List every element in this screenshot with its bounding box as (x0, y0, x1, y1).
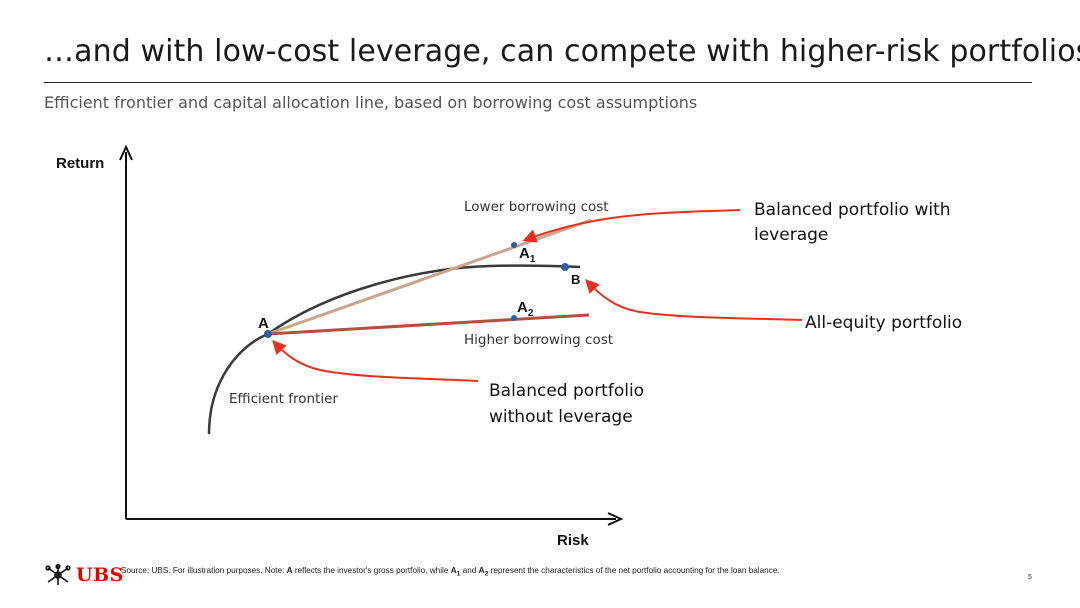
footnote-a1: A1 (450, 566, 461, 578)
footnote-a: A (286, 566, 293, 575)
slide-title: …and with low-cost leverage, can compete… (44, 34, 1080, 69)
ubs-logo-text: UBS (76, 564, 124, 586)
lower-borrowing-cost-label: Lower borrowing cost (464, 199, 609, 215)
callout-balanced-with-leverage-line2: leverage (754, 225, 828, 245)
higher-borrowing-cost-line (267, 313, 590, 336)
point-b-marker (561, 263, 569, 271)
higher-borrowing-cost-label: Higher borrowing cost (464, 332, 613, 348)
point-a2-marker (511, 315, 517, 321)
efficient-frontier-label: Efficient frontier (229, 391, 338, 407)
y-axis-arrowhead (119, 144, 133, 161)
point-a2-label: A2 (517, 299, 534, 319)
arrow-to-a1 (522, 209, 741, 243)
y-axis-label: Return (56, 155, 104, 172)
point-a1-letter: A (519, 245, 530, 262)
point-a-label: A (258, 315, 269, 332)
footnote-and: and (460, 566, 479, 575)
x-axis-arrowhead (607, 512, 624, 526)
point-a2-letter: A (517, 299, 528, 316)
page-number: 5 (1028, 574, 1032, 581)
source-footnote: Source: UBS. For illustration purposes. … (121, 566, 780, 578)
callout-all-equity: All-equity portfolio (805, 313, 962, 333)
callout-balanced-without-leverage-line2: without leverage (489, 407, 633, 427)
footnote-prefix: Source: UBS. For illustration purposes. … (121, 566, 287, 575)
callout-balanced-with-leverage: Balanced portfolio with leverage (754, 200, 956, 245)
keys-emblem-icon (45, 564, 71, 585)
callout-balanced-with-leverage-line1: Balanced portfolio with (754, 200, 951, 220)
point-a1-subscript: 1 (530, 254, 536, 265)
efficient-frontier-curve (207, 264, 581, 435)
callout-balanced-without-leverage: Balanced portfolio without leverage (489, 381, 649, 427)
point-b-label: B (571, 272, 580, 287)
arrow-to-b (585, 278, 803, 321)
point-a2-subscript: 2 (528, 308, 534, 319)
footnote-mid: reflects the investor's gross portfolio,… (292, 566, 451, 575)
point-a-marker (264, 330, 272, 338)
callout-balanced-without-leverage-line1: Balanced portfolio (489, 381, 644, 401)
footnote-suffix: represent the characteristics of the net… (488, 566, 780, 575)
axes (119, 144, 624, 526)
title-divider (44, 82, 1032, 83)
arrow-to-a (272, 339, 479, 382)
point-a1-label: A1 (519, 245, 536, 265)
slide-subtitle: Efficient frontier and capital allocatio… (44, 93, 698, 112)
point-a1-marker (511, 242, 517, 248)
x-axis-label: Risk (557, 532, 589, 549)
ubs-logo: UBS (44, 562, 124, 588)
footnote-a2: A2 (478, 566, 489, 578)
